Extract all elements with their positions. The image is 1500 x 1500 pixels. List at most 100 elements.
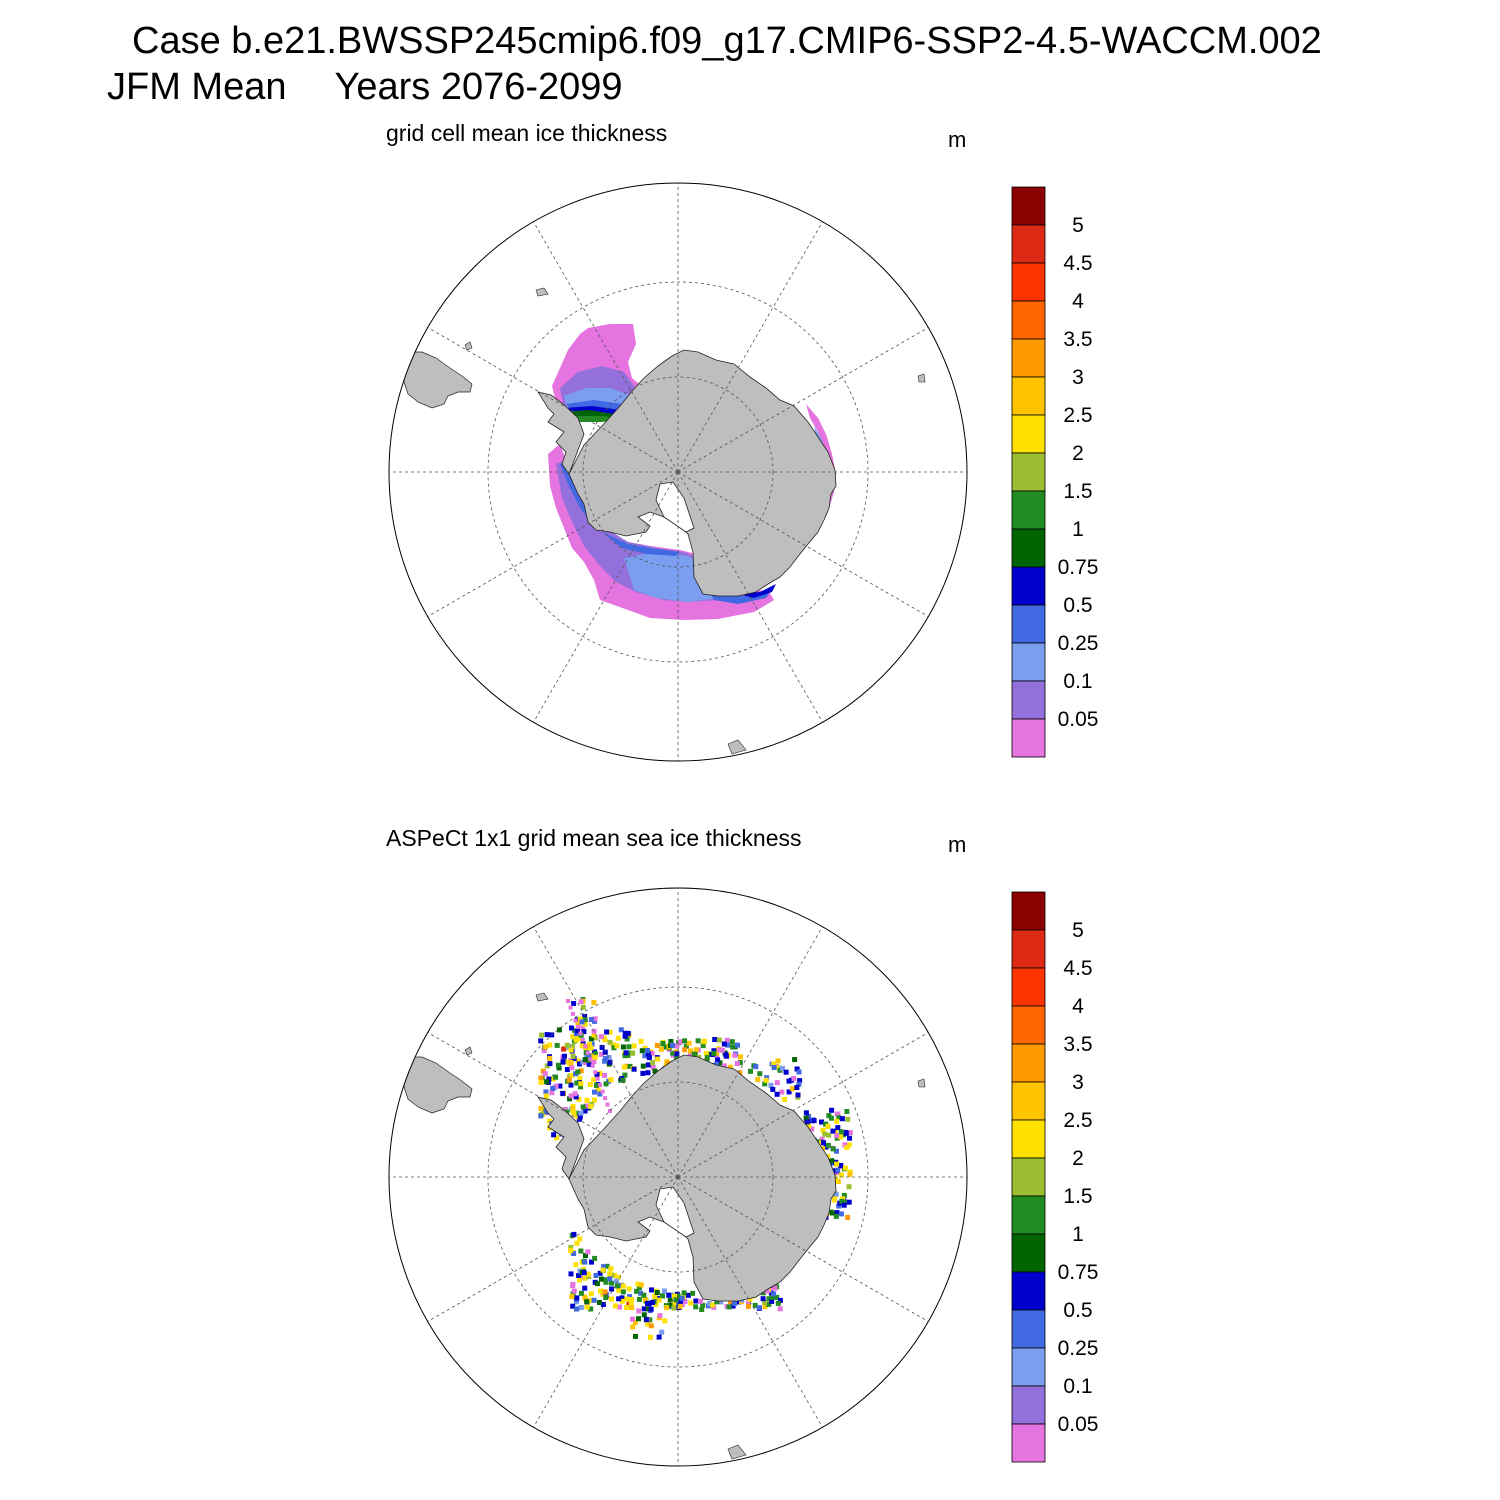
obs-grid-cell [577,1075,583,1081]
model-ice-thickness-map [388,182,968,762]
meridian-line [677,1176,929,1322]
obs-grid-cell [755,1076,761,1082]
obs-grid-cell [735,1042,740,1048]
obs-grid-cell [662,1288,667,1294]
obs-grid-cell [584,1299,590,1305]
colorbar-label: 0.75 [1058,1261,1099,1284]
obs-grid-cell [538,1105,544,1111]
obs-grid-cell [629,1297,635,1302]
obs-grid-cell [602,1049,608,1055]
colorbar-label: 5 [1072,214,1084,237]
obs-grid-cell [573,1018,578,1023]
obs-grid-cell [732,1052,738,1058]
obs-grid-cell [718,1299,724,1305]
obs-grid-cell [547,1061,553,1067]
colorbar-label: 2 [1072,442,1084,465]
obs-grid-cell [652,1294,658,1300]
obs-grid-cell [564,1042,570,1048]
obs-grid-cell [760,1290,766,1296]
colorbar-box [1011,1271,1046,1311]
meridian-line [533,471,679,723]
obs-grid-cell [576,1096,582,1102]
obs-grid-cell [540,1068,546,1074]
obs-grid-cell [763,1077,769,1083]
colorbar-box [1011,1005,1046,1045]
obs-grid-cell [747,1296,753,1302]
obs-grid-cell [597,1270,603,1276]
obs-grid-cell [539,1032,545,1038]
obs-grid-cell [825,1142,831,1148]
obs-grid-cell [835,1111,841,1117]
latitude-circle [582,1081,774,1273]
obs-grid-cell [547,1055,553,1061]
meridian-line [677,1032,929,1178]
obs-grid-cell [682,1047,688,1053]
meridian-line [677,221,823,473]
meridian-line [427,471,679,617]
obs-grid-cell [578,1290,584,1296]
obs-grid-cell [634,1288,640,1294]
obs-grid-cell [610,1042,616,1048]
map-content [389,888,967,1466]
obs-grid-cell [674,1043,680,1049]
obs-grid-cell [821,1140,826,1146]
obs-grid-cell [620,1283,626,1289]
obs-grid-cell [752,1302,758,1308]
obs-grid-cell [622,1030,628,1036]
meridian-line [533,221,679,473]
obs-grid-cell [549,1090,555,1096]
season-label: JFM Mean [107,66,287,108]
obs-grid-cell [624,1296,630,1302]
obs-grid-cell [695,1038,701,1044]
obs-grid-cell [602,1072,608,1078]
colorbar-label: 2.5 [1063,404,1092,427]
obs-grid-cell [564,1109,570,1115]
obs-grid-cell [691,1051,697,1057]
obs-grid-cell [729,1039,735,1045]
obs-grid-cell [756,1305,762,1311]
obs-grid-cell [652,1068,658,1074]
obs-grid-cell [844,1145,850,1151]
obs-grid-cell [584,1043,590,1049]
obs-grid-cell [571,1231,577,1237]
obs-grid-cell [711,1048,717,1054]
colorbar-label: 3 [1072,1071,1084,1094]
obs-grid-cell [771,1291,777,1297]
obs-grid-cell [762,1081,768,1087]
obs-grid-cell [619,1295,625,1301]
obs-grid-cell [841,1200,847,1206]
obs-grid-cell [589,1053,595,1058]
obs-grid-cell [710,1302,716,1308]
obs-grid-cell [570,1054,576,1059]
obs-grid-cell [838,1134,844,1140]
ross-ice-medium [706,586,774,604]
obs-grid-cell [760,1296,766,1302]
obs-grid-cell [845,1214,851,1220]
obs-grid-cell [583,1253,588,1258]
obs-grid-cell [712,1037,718,1042]
antarctic-peninsula-land [537,1096,585,1180]
colorbar-box [1011,566,1046,606]
obs-grid-cell [568,1060,574,1065]
obs-grid-cell [578,1248,584,1254]
colorbar-label: 0.25 [1058,632,1099,655]
obs-grid-cell [607,1276,613,1282]
obs-grid-cell [620,1044,626,1050]
obs-grid-cell [843,1130,849,1136]
ross-ice-shelf [655,1186,695,1238]
obs-grid-cell [591,1059,597,1064]
obs-grid-cell [602,1037,608,1043]
obs-grid-cell [544,1032,550,1038]
obs-grid-cell [737,1070,743,1076]
colorbar-label: 0.1 [1063,670,1092,693]
obs-grid-cell [658,1046,664,1052]
obs-grid-cell [627,1294,632,1300]
obs-grid-cell [797,1078,803,1084]
obs-grid-cell [598,1034,604,1040]
obs-grid-cell [588,1036,594,1042]
obs-grid-cell [834,1133,840,1139]
obs-grid-cell [597,1071,603,1076]
obs-grid-cell [641,1306,647,1312]
colorbar-box [1011,186,1046,226]
obs-grid-cell [725,1042,731,1048]
